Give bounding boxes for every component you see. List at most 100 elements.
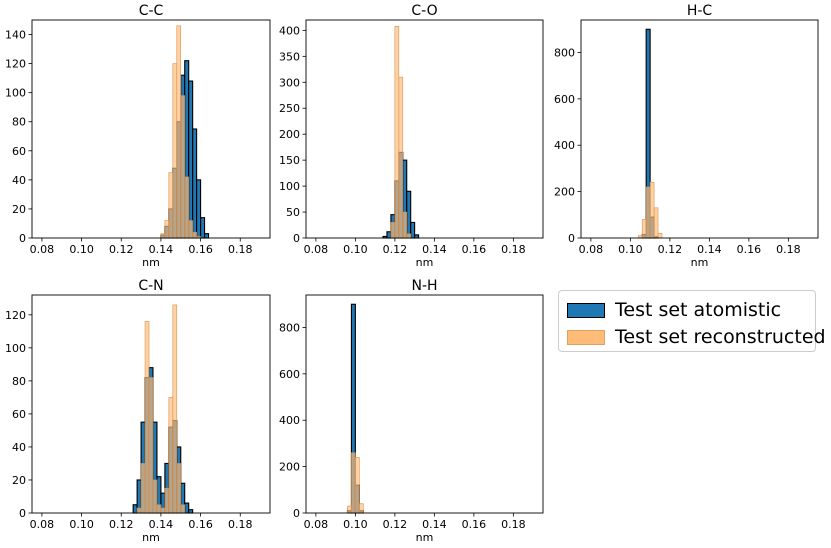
bar: [196, 179, 202, 239]
axes-frame: [31, 19, 271, 239]
y-tick-label: 0: [19, 507, 26, 520]
y-tick-label: 0: [568, 232, 575, 245]
x-tick-label: 0.18: [228, 243, 253, 256]
bar: [136, 507, 142, 514]
y-tick-label: 250: [279, 102, 300, 115]
bar: [645, 186, 651, 239]
y-tick-label: 300: [279, 76, 300, 89]
y-tick-label: 400: [554, 139, 575, 152]
bar: [192, 231, 197, 239]
x-tick-label: 0.10: [343, 518, 368, 531]
y-tick-label: 120: [5, 58, 26, 71]
legend-swatch-reconstructed: [567, 329, 605, 345]
bar: [398, 76, 404, 239]
axes-frame: [305, 294, 544, 514]
x-tick-label: 0.10: [69, 518, 94, 531]
bar: [188, 80, 194, 239]
y-tick-label: 140: [5, 29, 26, 42]
y-tick-label: 400: [279, 24, 300, 37]
x-tick-label: 0.12: [383, 518, 408, 531]
x-tick-label: 0.08: [30, 518, 55, 531]
bar: [355, 457, 360, 514]
bar: [172, 304, 178, 514]
x-tick-label: 0.14: [697, 243, 722, 256]
y-tick-label: 800: [554, 46, 575, 59]
axes-frame: [305, 19, 544, 239]
y-tick-label: 200: [279, 461, 300, 474]
legend-swatch-atomistic: [567, 302, 605, 318]
bar: [184, 176, 189, 239]
x-tick-label: 0.10: [343, 243, 368, 256]
y-tick-label: 20: [12, 203, 26, 216]
x-tick-label: 0.08: [30, 243, 55, 256]
subplot-c-n: 0.08 0.10 0.12 0.14 0.16 0.18 0 20 40 60 80 100 120 C…: [5, 278, 271, 544]
y-tick-label: 600: [279, 368, 300, 381]
x-tick-label: 0.12: [383, 243, 408, 256]
x-tick-label: 0.10: [69, 243, 94, 256]
bar: [152, 479, 158, 514]
y-tick-label: 80: [12, 375, 26, 388]
bar: [168, 172, 174, 239]
bar: [184, 502, 190, 514]
subplot-title: N-H: [411, 278, 437, 294]
y-tick-label: 0: [19, 232, 26, 245]
x-tick-label: 0.14: [422, 518, 447, 531]
y-tick-label: 200: [279, 128, 300, 141]
y-tick-label: 350: [279, 50, 300, 63]
bar: [192, 128, 198, 239]
x-tick-label: 0.16: [737, 243, 762, 256]
x-tick-label: 0.08: [304, 518, 329, 531]
bar: [156, 504, 162, 514]
x-tick-label: 0.12: [109, 243, 134, 256]
bar: [414, 234, 420, 239]
x-tick-label: 0.16: [462, 518, 487, 531]
subplot-title: C-C: [139, 3, 164, 19]
subplot-title: C-N: [138, 278, 163, 294]
bar: [649, 182, 655, 239]
legend-label-reconstructed: Test set reconstructed: [615, 326, 826, 348]
legend-label-atomistic: Test set atomistic: [615, 299, 782, 321]
bar: [176, 25, 182, 239]
bar: [144, 321, 150, 514]
series-test-set-reconstructed: [347, 452, 364, 514]
series-test-set-reconstructed: [136, 304, 186, 514]
x-tick-label: 0.14: [149, 243, 174, 256]
y-tick-label: 60: [12, 145, 26, 158]
y-tick-label: 120: [5, 309, 26, 322]
x-tick-label: 0.18: [501, 518, 526, 531]
y-tick-label: 400: [279, 414, 300, 427]
y-tick-label: 100: [279, 180, 300, 193]
x-tick-label: 0.16: [188, 518, 213, 531]
bar: [394, 25, 400, 239]
axes-frame: [580, 19, 819, 239]
bar: [132, 504, 138, 514]
legend-item-reconstructed: Test set reconstructed: [567, 323, 826, 351]
x-axis-label: nm: [416, 256, 434, 269]
x-tick-label: 0.14: [149, 518, 174, 531]
bar: [657, 233, 663, 239]
bar: [188, 509, 194, 514]
bar: [180, 95, 186, 239]
bar: [148, 377, 154, 514]
y-tick-label: 800: [279, 321, 300, 334]
bar: [390, 222, 396, 239]
subplot-title: H-C: [687, 3, 713, 19]
x-tick-label: 0.16: [188, 243, 213, 256]
bar: [204, 233, 210, 239]
y-tick-label: 0: [293, 232, 300, 245]
bar: [347, 505, 352, 514]
x-tick-label: 0.08: [304, 243, 329, 256]
subplot-c-o: 0.08 0.10 0.12 0.14 0.16 0.18 0 50 100 150 200 250 3…: [279, 3, 544, 269]
legend-item-atomistic: Test set atomistic: [567, 296, 781, 324]
subplot-title: C-O: [411, 3, 437, 19]
y-tick-label: 200: [554, 186, 575, 199]
y-tick-label: 150: [279, 154, 300, 167]
y-tick-label: 100: [5, 87, 26, 100]
y-tick-label: 40: [12, 174, 26, 187]
bar: [359, 503, 364, 514]
y-tick-label: 40: [12, 441, 26, 454]
bar: [410, 221, 416, 239]
bar: [200, 217, 206, 239]
x-tick-label: 0.12: [109, 518, 134, 531]
bar: [140, 463, 146, 514]
